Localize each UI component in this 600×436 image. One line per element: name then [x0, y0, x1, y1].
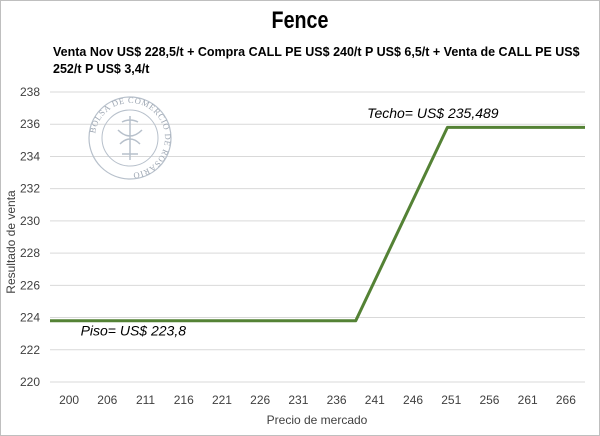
- y-tick-label: 234: [20, 149, 40, 163]
- y-tick-label: 220: [20, 375, 40, 389]
- x-tick-label: 261: [518, 393, 538, 407]
- x-tick-labels: 200 206 211 216 221 226 231 236 241 246 251 256 261 2…: [59, 393, 576, 407]
- x-tick-label: 211: [136, 393, 155, 407]
- x-tick-label: 200: [59, 393, 79, 407]
- x-tick-label: 216: [174, 393, 194, 407]
- grid-lines: [50, 91, 585, 383]
- x-tick-label: 256: [479, 393, 499, 407]
- chart-title: Fence: [271, 7, 329, 34]
- series-line: [50, 125, 585, 323]
- series-lines: [50, 125, 585, 323]
- y-axis-title: Resultado de venta: [4, 190, 18, 294]
- y-tick-label: 238: [20, 85, 40, 99]
- x-tick-label: 221: [212, 393, 232, 407]
- watermark-seal: BOLSA DE COMERCIO DE ROSARIO: [87, 95, 172, 181]
- y-tick-label: 232: [20, 182, 40, 196]
- y-tick-label: 222: [20, 343, 40, 357]
- y-tick-label: 236: [20, 117, 40, 131]
- x-tick-label: 266: [556, 393, 576, 407]
- y-tick-label: 224: [20, 311, 40, 325]
- y-tick-label: 230: [20, 214, 40, 228]
- x-axis-title: Precio de mercado: [267, 413, 368, 427]
- x-tick-label: 226: [250, 393, 270, 407]
- caduceus-icon: [117, 116, 143, 160]
- annotations: Piso= US$ 223,8 Techo= US$ 235,489: [81, 105, 499, 338]
- chart-subtitle: Venta Nov US$ 228,5/t + Compra CALL PE U…: [53, 45, 580, 76]
- annotation-label: Piso= US$ 223,8: [81, 322, 187, 338]
- y-tick-label: 226: [20, 278, 40, 292]
- seal-outer-ring: [88, 96, 172, 180]
- x-tick-label: 231: [288, 393, 308, 407]
- seal-inner-ring: [101, 109, 159, 167]
- y-tick-label: 228: [20, 246, 40, 260]
- y-tick-labels: 220 222 224 226 228 230 232 234 236 238: [20, 85, 40, 389]
- annotation-label: Techo= US$ 235,489: [367, 105, 499, 121]
- x-tick-label: 206: [97, 393, 117, 407]
- x-tick-label: 236: [327, 393, 347, 407]
- x-tick-label: 241: [365, 393, 385, 407]
- x-tick-label: 251: [441, 393, 461, 407]
- x-tick-label: 246: [403, 393, 423, 407]
